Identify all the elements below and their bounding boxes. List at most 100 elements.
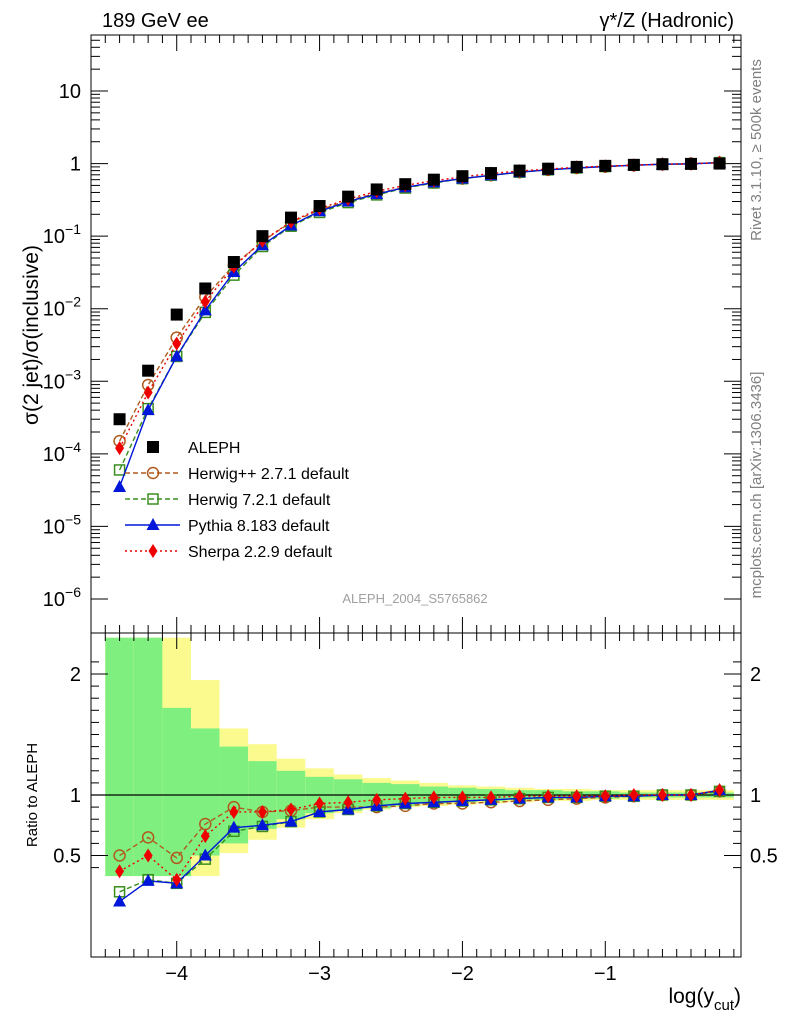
legend-label-pythia-8-183-default: Pythia 8.183 default [188,518,330,535]
main-point-pythia-8-183-default [198,303,212,316]
ratio-line-herwig-2-7-1-default [119,790,720,859]
ratio-series-clipped [113,783,727,907]
rivet-version-label: Rivet 3.1.10, ≥ 500k events [748,59,765,241]
ratio-point-sherpa-2-2-9-default [229,804,239,819]
main-point-aleph [627,158,640,171]
ratio-point-sherpa-2-2-9-default [600,789,610,804]
chart-title-right: γ*/Z (Hadronic) [600,10,734,32]
main-point-aleph [485,167,497,180]
main-point-aleph [656,158,669,171]
main-point-aleph [313,200,326,213]
ratio-line-sherpa-2-2-9-default [119,789,720,881]
main-point-aleph [399,178,412,191]
legend-label-herwig-2-7-1-default: Herwig++ 2.7.1 default [188,466,350,483]
main-point-pythia-8-183-default [170,349,184,362]
main-point-aleph [142,364,155,377]
ratio-point-sherpa-2-2-9-default [343,795,353,810]
legend-label-aleph: ALEPH [188,440,240,457]
main-y-tick-label: 10−1 [43,221,81,248]
ratio-point-sherpa-2-2-9-default [657,788,667,802]
main-point-aleph [370,183,383,196]
ratio-x-tick-label: −3 [308,963,331,985]
ratio-panel-series [113,783,727,907]
ratio-point-sherpa-2-2-9-default [457,790,467,805]
ratio-point-sherpa-2-2-9-default [429,790,439,805]
ratio-point-sherpa-2-2-9-default [400,791,410,806]
main-point-aleph [285,211,297,224]
analysis-watermark: ALEPH_2004_S5765862 [342,591,487,606]
main-point-aleph [456,170,469,183]
ratio-band-inner [105,637,134,877]
ratio-y-tick-label-left: 1 [70,785,81,807]
ratio-y-tick-label-right: 2 [750,664,761,686]
main-y-tick-label: 10−3 [43,366,81,393]
main-point-aleph [199,282,212,295]
ratio-point-herwig-2-7-1-default [141,831,155,844]
main-point-aleph [227,256,240,269]
ratio-point-sherpa-2-2-9-default [543,789,553,804]
main-panel-series [113,155,727,492]
main-point-aleph [427,173,440,186]
ratio-point-sherpa-2-2-9-default [629,788,639,802]
ratio-point-sherpa-2-2-9-default [515,789,525,804]
ratio-panel-ticks: −4 −3 −2 −1 0.5 0.5 1 1 2 2 [53,661,778,985]
ratio-panel-frame [90,632,742,958]
ratio-uncertainty-bands [91,637,741,877]
ratio-point-sherpa-2-2-9-default [200,829,210,844]
ratio-point-herwig-2-7-1-default [113,849,126,862]
ratio-point-sherpa-2-2-9-default [315,796,325,811]
ratio-point-sherpa-2-2-9-default [686,788,696,802]
main-y-tick-label: 10 [59,81,81,103]
legend-marker-sherpa-2-2-9-default [148,544,158,558]
legend: ALEPH Herwig++ 2.7.1 default Herwig 7.2.1 … [125,440,350,561]
ratio-point-pythia-8-183-default [227,820,241,833]
ratio-y-tick-label-left: 2 [70,664,81,686]
main-point-sherpa-2-2-9-default [143,385,153,400]
main-point-aleph [513,164,526,177]
legend-marker-herwig-7-2-1-default [147,493,159,505]
ratio-x-tick-label: −2 [451,963,474,985]
main-point-aleph [113,413,126,426]
legend-marker-herwig-2-7-1-default [146,466,160,480]
ratio-y-tick-label-left: 0.5 [53,846,81,868]
ratio-point-pythia-8-183-default [284,814,298,827]
main-point-herwig-7-2-1-default [113,464,126,476]
ratio-point-sherpa-2-2-9-default [372,792,382,807]
ratio-point-pythia-8-183-default [198,848,212,861]
ratio-point-herwig-2-7-1-default [170,851,183,865]
ratio-point-sherpa-2-2-9-default [115,864,125,879]
main-point-aleph [542,162,555,175]
x-axis-label: log(ycut) [668,985,741,1014]
ratio-point-sherpa-2-2-9-default [486,790,496,805]
legend-label-sherpa-2-2-9-default: Sherpa 2.2.9 default [188,544,333,561]
ratio-y-tick-label-right: 0.5 [750,846,778,868]
main-panel-ticks: 10−6 10−5 10−4 10−3 10−2 10−1 1 10 [43,35,741,957]
ratio-y-tick-label-right: 1 [750,785,761,807]
main-point-pythia-8-183-default [141,403,155,416]
ratio-x-tick-label: −1 [594,963,617,985]
ratio-point-sherpa-2-2-9-default [572,789,582,804]
legend-marker-pythia-8-183-default [146,518,160,530]
main-line-herwig-7-2-1-default [118,161,720,471]
ratio-y-axis-label: Ratio to ALEPH [24,743,41,847]
main-line-pythia-8-183-default [118,161,720,488]
ratio-point-pythia-8-183-default [113,894,127,907]
ratio-point-sherpa-2-2-9-default [286,802,296,817]
main-y-tick-label: 1 [70,154,81,176]
legend-label-herwig-7-2-1-default: Herwig 7.2.1 default [188,492,331,509]
main-point-aleph [685,157,697,170]
main-y-tick-label: 10−5 [43,511,81,538]
main-point-sherpa-2-2-9-default [115,441,125,456]
legend-marker-aleph [147,441,159,453]
mcplots-source-label: mcplots.cern.ch [arXiv:1306.3436] [748,372,765,599]
main-point-aleph [170,308,183,321]
main-point-aleph [713,157,726,170]
main-y-axis-label: σ(2 jet)/σ(inclusive) [20,245,43,425]
main-point-aleph [599,159,612,172]
ratio-band-inner [162,707,191,877]
ratio-point-sherpa-2-2-9-default [172,872,182,887]
main-y-tick-label: 10−2 [43,294,81,321]
ratio-point-sherpa-2-2-9-default [257,804,267,819]
ratio-point-pythia-8-183-default [141,873,155,886]
